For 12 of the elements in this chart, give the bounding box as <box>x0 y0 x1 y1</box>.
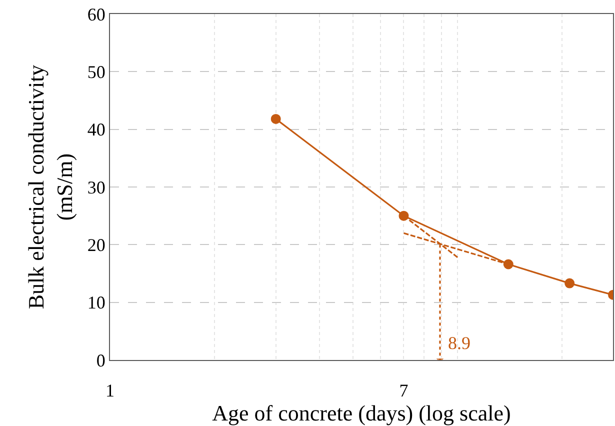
y-axis-title: Bulk electrical conductivity (mS/m) <box>24 64 78 310</box>
y-tick-label: 40 <box>87 120 106 140</box>
x-tick-label: 7 <box>399 380 408 401</box>
y-tick-label: 20 <box>87 234 106 255</box>
y-tick-label: 50 <box>87 62 106 82</box>
y-tick-label: 10 <box>87 292 106 313</box>
y-tick-label: 60 <box>87 4 106 24</box>
y-tick-label: 0 <box>96 350 106 370</box>
x-axis-title: Age of concrete (days) (log scale) <box>212 400 511 426</box>
x-tick-label: 1 <box>106 380 114 401</box>
annotation: 8.9 <box>448 333 470 353</box>
y-tick-label: 30 <box>87 177 106 198</box>
